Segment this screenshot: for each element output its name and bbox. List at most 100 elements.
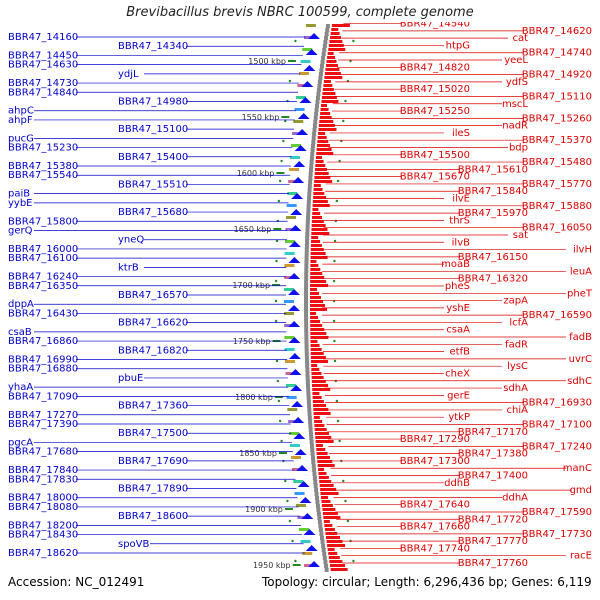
reverse-strand-mark	[318, 476, 329, 479]
reverse-strand-mark	[317, 136, 327, 139]
right-gene-label: ddhA	[502, 492, 528, 503]
reverse-strand-mark	[315, 156, 322, 159]
feature-tile	[285, 240, 296, 243]
reverse-strand-mark	[328, 44, 344, 47]
reverse-strand-mark	[330, 36, 342, 39]
reverse-strand-mark	[327, 548, 335, 551]
tick-dot	[277, 199, 281, 203]
scale-tick-label: 1550 kbp	[242, 113, 280, 122]
reverse-strand-mark	[311, 236, 319, 239]
forward-strand-arrow	[288, 241, 301, 247]
feature-tile	[285, 360, 296, 363]
feature-tile	[295, 504, 306, 507]
reverse-strand-mark	[312, 400, 324, 403]
reverse-strand-mark	[310, 272, 323, 275]
forward-strand-arrow	[293, 161, 306, 167]
left-gene-label: BBR47_14840	[8, 87, 78, 98]
right-gene-label: sdhA	[503, 383, 528, 394]
reverse-strand-mark	[322, 512, 338, 515]
right-gene-label: fadB	[569, 332, 592, 343]
left-gene-label: BBR47_17270	[8, 410, 78, 421]
feature-tile	[297, 84, 308, 87]
forward-strand-arrow	[288, 257, 301, 263]
reverse-strand-mark	[311, 240, 321, 243]
left-gene-labels: BBR47_14160BBR47_14340BBR47_14450BBR47_1…	[8, 32, 306, 559]
left-gene-label: BBR47_15380	[8, 161, 78, 172]
tick-dot	[338, 159, 341, 163]
reverse-strand-mark	[315, 164, 326, 167]
reverse-strand-mark	[310, 300, 323, 303]
left-gene-label: spoVB	[118, 539, 150, 550]
reverse-strand-mark	[320, 488, 337, 491]
feature-tile	[304, 564, 315, 567]
right-gene-label: BBR47_15110	[522, 91, 592, 102]
right-gene-label: BBR47_17590	[522, 507, 592, 518]
tick-dot	[335, 399, 339, 403]
right-gene-label: BBR47_17760	[458, 558, 528, 569]
tick-dot	[274, 319, 278, 323]
feature-tile	[300, 60, 311, 63]
reverse-strand-mark	[317, 464, 335, 467]
reverse-strand-mark	[310, 356, 326, 359]
right-gene-label: BBR47_17240	[522, 441, 592, 452]
reverse-strand-mark	[329, 40, 343, 43]
reverse-strand-mark	[311, 368, 320, 371]
feature-tile	[304, 36, 315, 39]
forward-strand-arrow	[296, 129, 309, 135]
tick-dot	[352, 39, 355, 43]
right-gene-label: BBR47_15880	[522, 201, 592, 212]
left-gene-label: BBR47_16430	[8, 308, 78, 319]
right-gene-label: racE	[570, 551, 592, 562]
reverse-strand-mark	[319, 120, 334, 123]
left-gene-label: BBR47_18600	[118, 511, 188, 522]
right-gene-label: ddhB	[444, 478, 470, 489]
right-gene-label: BBR47_15770	[522, 179, 592, 190]
reverse-strand-mark	[324, 72, 341, 75]
tick-dot	[346, 519, 350, 523]
feature-tile	[287, 192, 298, 195]
reverse-strand-mark	[329, 560, 343, 563]
reverse-strand-mark	[312, 216, 323, 219]
right-gene-label: ytkP	[448, 412, 470, 423]
tick-dot	[278, 179, 282, 183]
reverse-strand-mark	[310, 320, 321, 323]
tick-dot	[277, 399, 281, 403]
forward-strand-arrow	[288, 337, 301, 343]
feature-tile	[287, 408, 298, 411]
feature-tile	[298, 528, 309, 531]
reverse-strand-mark	[324, 76, 343, 79]
reverse-strand-mark	[310, 340, 318, 343]
right-gene-label: BBR47_16050	[522, 223, 592, 234]
feature-tile	[289, 444, 300, 447]
right-gene-label: yshE	[446, 303, 470, 314]
accession-text: Accession: NC_012491	[8, 575, 144, 589]
tick-dot	[274, 299, 278, 303]
reverse-strand-mark	[312, 388, 331, 391]
reverse-strand-mark	[310, 288, 318, 291]
right-gene-label: pheT	[567, 288, 593, 299]
left-gene-label: BBR47_18080	[8, 502, 78, 513]
right-gene-label: BBR47_15370	[522, 135, 592, 146]
left-gene-label: BBR47_17390	[8, 419, 78, 430]
reverse-strand-mark	[318, 468, 325, 471]
right-gene-label: BBR47_15840	[458, 186, 528, 197]
left-gene-label: BBR47_16820	[118, 345, 188, 356]
reverse-strand-mark	[310, 312, 317, 315]
tick-dot	[280, 159, 283, 163]
forward-strand-arrow	[297, 113, 310, 119]
left-gene-label: yhaA	[8, 382, 33, 393]
scale-tick-label: 1850 kbp	[239, 449, 277, 458]
tick-dot	[288, 79, 292, 83]
right-gene-label: ilvE	[452, 194, 470, 205]
left-gene-label: BBR47_16000	[8, 244, 78, 255]
reverse-strand-mark	[322, 508, 336, 511]
left-gene-label: BBR47_15100	[118, 124, 188, 135]
right-gene-label: BBR47_17380	[458, 449, 528, 460]
left-gene-label: BBR47_18620	[8, 548, 78, 559]
feature-tile	[293, 480, 304, 483]
feature-tile	[292, 132, 303, 135]
left-gene-label: yybE	[8, 198, 33, 209]
left-gene-label: BBR47_15800	[8, 216, 78, 227]
feature-tile	[294, 492, 305, 495]
right-gene-label: BBR47_15500	[400, 150, 470, 161]
